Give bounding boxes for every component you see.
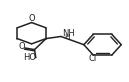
Text: Cl: Cl: [88, 54, 97, 63]
Text: HO: HO: [23, 53, 36, 62]
Text: NH: NH: [62, 29, 75, 38]
Text: H: H: [65, 34, 70, 40]
Text: O: O: [28, 14, 35, 23]
Text: O: O: [18, 42, 25, 51]
